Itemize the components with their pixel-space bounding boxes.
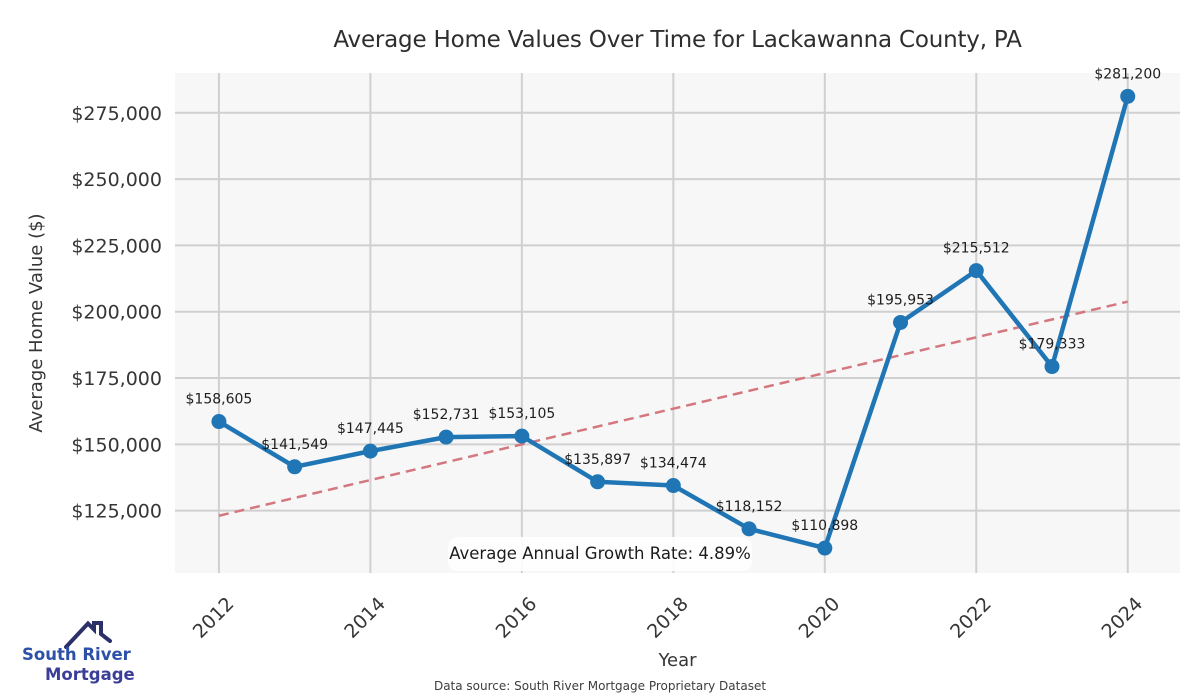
data-point-label: $179,333 <box>1019 337 1086 353</box>
x-tick-label: 2020 <box>795 593 845 643</box>
x-tick-label: 2016 <box>492 593 542 643</box>
logo-text-line1: South River <box>22 645 132 664</box>
x-tick-label: 2012 <box>189 593 239 643</box>
plot-area <box>175 73 1180 573</box>
house-roof-icon <box>64 620 112 649</box>
data-point <box>438 429 454 445</box>
data-source-caption: Data source: South River Mortgage Propri… <box>433 679 767 693</box>
growth-rate-annotation: Average Annual Growth Rate: 4.89% <box>448 537 752 571</box>
data-point-label: $195,953 <box>867 292 934 308</box>
data-point <box>665 478 681 494</box>
data-point-label: $215,512 <box>943 241 1010 257</box>
x-tick-label: 2022 <box>946 593 996 643</box>
data-point <box>1044 359 1060 375</box>
data-point <box>1120 88 1136 104</box>
data-point <box>817 540 833 556</box>
data-point-label: $135,897 <box>564 452 631 468</box>
chart-title: Average Home Values Over Time for Lackaw… <box>333 27 1022 53</box>
data-point-label: $153,105 <box>488 406 555 422</box>
data-point-label: $158,605 <box>186 392 253 408</box>
y-tick-label: $125,000 <box>71 501 162 523</box>
company-logo: South River Mortgage <box>22 620 135 684</box>
data-point <box>741 521 757 537</box>
y-tick-label: $200,000 <box>71 302 162 324</box>
data-point <box>893 314 909 330</box>
x-tick-label: 2018 <box>643 593 693 643</box>
x-tick-label: 2024 <box>1098 593 1148 643</box>
data-point-label: $134,474 <box>640 456 707 472</box>
data-point-label: $141,549 <box>261 437 328 453</box>
x-tick-label: 2014 <box>340 593 390 643</box>
data-point <box>362 443 378 459</box>
y-tick-label: $250,000 <box>71 169 162 191</box>
data-point-label: $118,152 <box>716 499 783 515</box>
y-tick-label: $275,000 <box>71 103 162 125</box>
data-point <box>514 428 530 444</box>
data-point <box>211 414 227 430</box>
y-tick-label: $175,000 <box>71 368 162 390</box>
data-point <box>968 263 984 279</box>
data-point <box>287 459 303 475</box>
logo-text-line2: Mortgage <box>45 665 135 684</box>
y-tick-label: $225,000 <box>71 235 162 257</box>
y-axis-label: Average Home Value ($) <box>26 213 47 433</box>
trend-line <box>218 300 1129 517</box>
data-point-label: $152,731 <box>413 407 480 423</box>
y-tick-label: $150,000 <box>71 434 162 456</box>
data-point-label: $110,898 <box>791 518 858 534</box>
data-point-label: $147,445 <box>337 421 404 437</box>
data-point-label: $281,200 <box>1094 66 1161 82</box>
x-axis-label: Year <box>658 650 697 671</box>
data-point <box>590 474 606 490</box>
